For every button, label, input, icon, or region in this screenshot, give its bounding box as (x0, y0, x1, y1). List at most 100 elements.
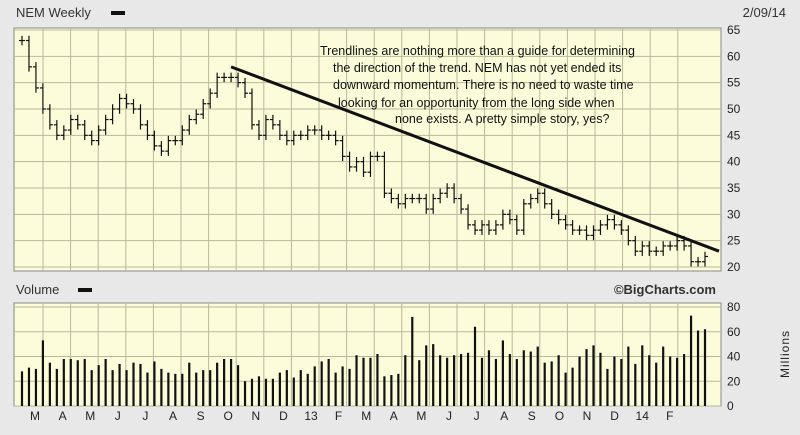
price-bar (423, 193, 430, 214)
price-bar (318, 125, 325, 141)
x-tick-label: M (361, 409, 371, 423)
x-tick-label: M (85, 409, 95, 423)
price-bar (81, 120, 88, 141)
price-bar (151, 130, 158, 151)
price-bar (541, 188, 548, 209)
price-bar (492, 220, 499, 235)
x-tick-label: D (610, 409, 619, 423)
x-tick-label: D (279, 409, 288, 423)
price-bar (597, 220, 604, 235)
price-bar (276, 120, 283, 141)
price-bar (478, 220, 485, 235)
price-bar (255, 120, 262, 141)
volume-bars (20, 315, 707, 406)
price-bar (304, 125, 311, 141)
volume-legend-swatch (78, 288, 92, 292)
volume-label: Volume (16, 282, 59, 297)
x-axis: M A M J J A S O N D 13 F M A M J J A S O N D 14 F (30, 409, 673, 423)
price-bar (702, 251, 708, 267)
price-bar (39, 83, 46, 114)
price-tick-label: 25 (727, 234, 741, 248)
volume-tick-label: 20 (727, 374, 741, 388)
trendline (230, 65, 720, 253)
price-bar (74, 114, 81, 130)
price-bar (472, 220, 479, 235)
price-bar (221, 72, 228, 83)
price-bar (53, 120, 60, 141)
price-bar (695, 256, 702, 267)
x-tick-label: A (169, 409, 177, 423)
price-bar (402, 193, 409, 209)
price-bar (186, 114, 193, 135)
price-bar (458, 193, 465, 214)
price-bar (130, 98, 137, 114)
date-label: 2/09/14 (743, 5, 786, 20)
price-bar (416, 193, 423, 204)
price-bar (200, 98, 207, 120)
price-bar (290, 130, 297, 146)
price-bar (451, 183, 458, 204)
price-bar (25, 35, 32, 72)
price-bar (688, 241, 695, 267)
price-bar (339, 135, 346, 162)
x-tick-label: 13 (304, 409, 318, 423)
price-bar (499, 209, 506, 230)
price-tick-label: 65 (727, 23, 741, 37)
price-bar (242, 77, 249, 98)
price-bar (660, 241, 667, 256)
price-bar (604, 214, 611, 230)
price-bar (144, 120, 151, 141)
price-bar (179, 125, 186, 146)
price-bar (611, 214, 618, 230)
price-bar (576, 225, 583, 235)
price-bar (360, 156, 367, 177)
price-bar (667, 241, 674, 251)
price-bar (367, 151, 374, 177)
price-bar (158, 141, 165, 156)
price-bar (46, 104, 53, 130)
price-bar (332, 130, 339, 146)
price-bar (639, 241, 646, 256)
price-tick-label: 20 (727, 260, 741, 274)
price-bar (465, 204, 472, 230)
price-bar (555, 209, 562, 225)
price-tick-label: 55 (727, 76, 741, 90)
price-bar (513, 214, 520, 235)
volume-tick-label: 60 (727, 325, 741, 339)
price-bar (123, 93, 130, 109)
x-tick-label: J (115, 409, 121, 423)
x-tick-label: S (197, 409, 205, 423)
price-bar (409, 193, 416, 204)
x-tick-label: N (251, 409, 260, 423)
volume-tick-label: 0 (727, 399, 734, 413)
price-bar (269, 114, 276, 130)
price-tick-label: 45 (727, 128, 741, 142)
price-bar (625, 225, 632, 246)
x-tick-label: J (474, 409, 480, 423)
series-legend-swatch (111, 11, 125, 15)
x-tick-label: F (335, 409, 342, 423)
volume-axis: 0 20 40 60 80 (727, 300, 741, 413)
x-tick-label: J (142, 409, 148, 423)
x-tick-label: M (416, 409, 426, 423)
x-tick-label: N (583, 409, 592, 423)
price-bar (388, 188, 395, 204)
price-bar (395, 193, 402, 209)
price-bar (444, 183, 451, 199)
price-bar (653, 246, 660, 256)
price-bar (32, 62, 39, 93)
annotation-line: downward momentum. There is no need to w… (333, 78, 634, 92)
volume-tick-label: 80 (727, 300, 741, 314)
price-bar (590, 225, 597, 241)
price-bar (437, 188, 444, 204)
x-tick-label: J (446, 409, 452, 423)
x-tick-label: A (59, 409, 67, 423)
price-bar (520, 199, 527, 235)
price-bar (569, 220, 576, 235)
x-tick-label: F (666, 409, 673, 423)
price-bar (193, 109, 200, 125)
price-bar (485, 220, 492, 235)
price-bar (325, 130, 332, 141)
price-bar (172, 135, 179, 146)
